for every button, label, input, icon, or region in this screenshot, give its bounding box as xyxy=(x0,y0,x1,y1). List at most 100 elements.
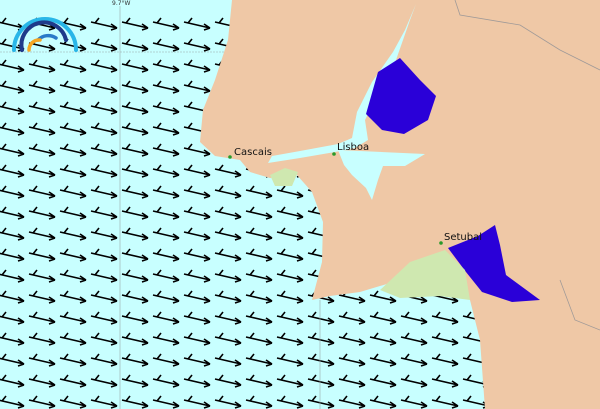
wind-arrow xyxy=(369,332,397,346)
wind-arrow xyxy=(59,101,87,115)
wind-arrow xyxy=(59,332,87,346)
wind-arrow xyxy=(152,80,180,94)
wind-arrow xyxy=(90,227,118,241)
wind-arrow xyxy=(90,80,118,94)
wind-arrow xyxy=(338,374,366,388)
wind-arrow xyxy=(338,332,366,346)
wind-arrow xyxy=(214,269,242,283)
city-cascais[interactable]: Cascais xyxy=(228,147,272,159)
wind-arrow xyxy=(121,206,149,220)
wind-arrow xyxy=(214,395,242,409)
wind-arrow xyxy=(214,332,242,346)
wind-arrow xyxy=(276,311,304,325)
wind-arrow xyxy=(183,185,211,199)
wind-arrow xyxy=(121,59,149,73)
wind-arrow xyxy=(121,122,149,136)
wind-arrow xyxy=(245,374,273,388)
city-label: Setubal xyxy=(444,232,482,243)
wind-arrow xyxy=(90,38,118,52)
wind-arrow xyxy=(214,227,242,241)
wind-arrow xyxy=(183,122,211,136)
wind-arrow xyxy=(183,101,211,115)
tagus-river-area xyxy=(366,58,436,134)
wind-arrow xyxy=(214,374,242,388)
wind-arrow xyxy=(121,353,149,367)
wind-arrow xyxy=(307,353,335,367)
wind-arrow xyxy=(0,185,25,199)
wind-arrow xyxy=(183,59,211,73)
wind-arrow xyxy=(183,164,211,178)
wind-arrow xyxy=(121,269,149,283)
wind-arrow xyxy=(307,332,335,346)
wind-arrow xyxy=(276,290,304,304)
wind-arrow xyxy=(0,80,25,94)
wind-arrow xyxy=(59,395,87,409)
wind-arrow xyxy=(59,59,87,73)
wind-arrow xyxy=(59,185,87,199)
wind-arrow xyxy=(431,311,459,325)
wind-arrow xyxy=(0,353,25,367)
wind-arrow xyxy=(90,353,118,367)
wind-arrow xyxy=(369,395,397,409)
wind-arrow xyxy=(369,353,397,367)
wind-arrow xyxy=(59,80,87,94)
wind-arrow xyxy=(90,311,118,325)
wind-arrow xyxy=(28,227,56,241)
wind-arrow xyxy=(245,332,273,346)
wind-arrow xyxy=(121,101,149,115)
city-marker xyxy=(332,152,336,156)
wind-arrow xyxy=(152,164,180,178)
wind-arrow xyxy=(59,374,87,388)
wind-arrow xyxy=(276,332,304,346)
wind-arrow xyxy=(152,395,180,409)
wind-arrow xyxy=(369,311,397,325)
wind-arrow xyxy=(152,353,180,367)
wind-arrow xyxy=(400,353,428,367)
wind-arrow xyxy=(307,311,335,325)
wind-arrow xyxy=(152,185,180,199)
rainbow-arcs-logo xyxy=(12,17,78,52)
wind-arrow xyxy=(59,143,87,157)
wind-arrow xyxy=(400,395,428,409)
tidal-flats xyxy=(380,250,470,300)
wind-arrow xyxy=(59,248,87,262)
city-label: Cascais xyxy=(234,147,272,158)
wind-arrow xyxy=(369,374,397,388)
wind-arrow xyxy=(245,206,273,220)
wind-arrow xyxy=(121,185,149,199)
border-line xyxy=(454,0,600,71)
wind-arrow xyxy=(276,185,304,199)
wind-arrow xyxy=(90,101,118,115)
wind-arrow xyxy=(276,227,304,241)
wind-arrow xyxy=(0,332,25,346)
wind-arrow xyxy=(152,17,180,31)
wind-arrow xyxy=(400,311,428,325)
wind-arrow xyxy=(90,17,118,31)
wind-arrow xyxy=(214,185,242,199)
wind-arrow xyxy=(276,269,304,283)
wind-arrow xyxy=(121,17,149,31)
city-label: Lisboa xyxy=(337,142,369,153)
wind-arrow xyxy=(90,374,118,388)
wind-arrow xyxy=(214,164,242,178)
wind-arrow xyxy=(152,38,180,52)
sado-estuary xyxy=(448,225,540,302)
wind-arrow xyxy=(245,248,273,262)
wind-arrow xyxy=(0,38,25,52)
wind-arrow xyxy=(307,248,335,262)
wind-arrow xyxy=(59,17,87,31)
wind-arrow xyxy=(28,143,56,157)
city-lisboa[interactable]: Lisboa xyxy=(332,142,369,156)
wind-arrow xyxy=(245,311,273,325)
wind-arrow xyxy=(0,206,25,220)
wind-arrow xyxy=(59,206,87,220)
city-setubal[interactable]: Setubal xyxy=(439,232,482,245)
wind-arrow xyxy=(183,269,211,283)
wind-arrow xyxy=(214,353,242,367)
wind-arrow xyxy=(152,206,180,220)
wind-arrow xyxy=(28,206,56,220)
wind-arrow xyxy=(121,332,149,346)
wind-arrow xyxy=(183,17,211,31)
